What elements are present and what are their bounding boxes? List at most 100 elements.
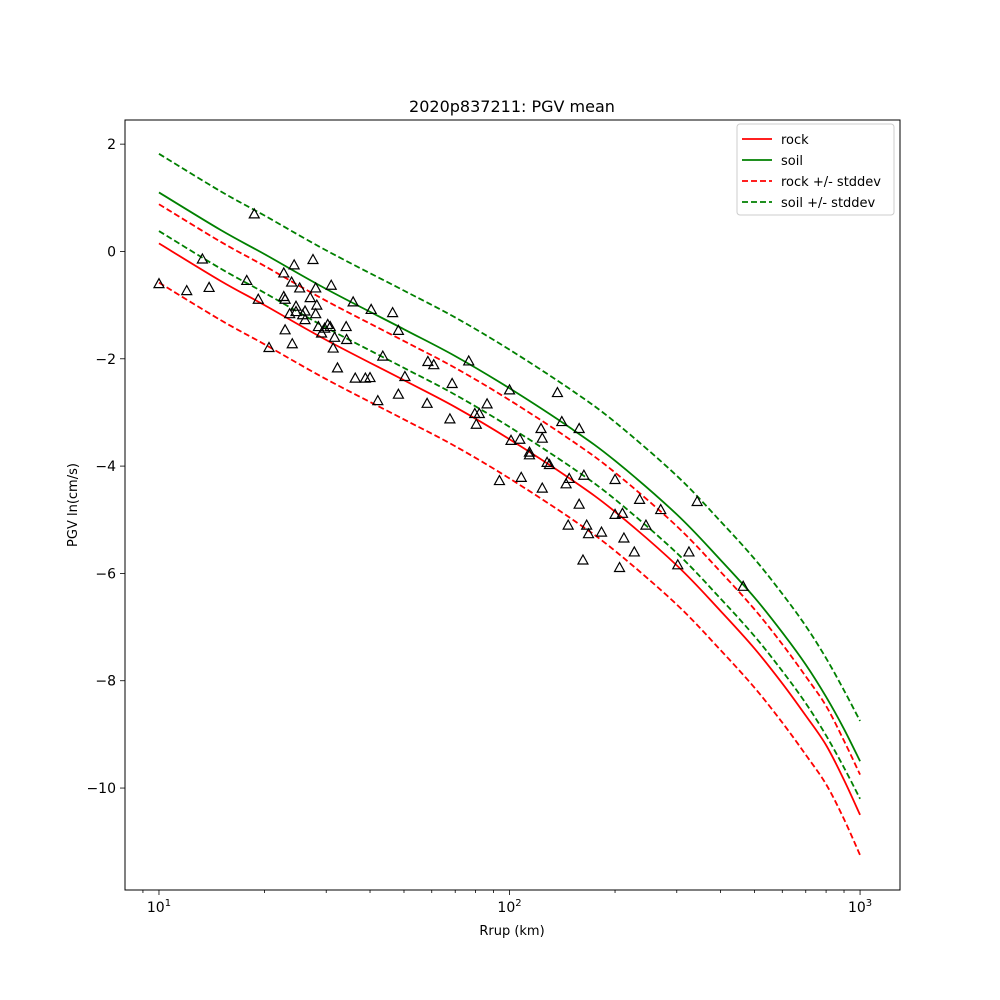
series-line-soil-stddev [158, 153, 861, 722]
observation-point [505, 434, 518, 445]
observation-point [421, 397, 434, 408]
observation-point [288, 258, 301, 270]
observation-point [309, 281, 322, 293]
observation-point [470, 418, 483, 429]
observation-point [613, 561, 626, 573]
y-tick-label: −2 [95, 352, 116, 368]
x-tick-label: 102 [497, 898, 521, 916]
series-line-rock [158, 242, 861, 816]
observation-point [654, 503, 667, 515]
observation-point [493, 474, 506, 486]
observation-point [310, 298, 323, 310]
series-lines [158, 153, 861, 856]
observation-point [503, 383, 516, 395]
y-tick-label: 0 [107, 244, 116, 260]
observation-point [312, 320, 325, 332]
observation-point [462, 354, 475, 366]
observation-point [299, 304, 312, 316]
observation-point [340, 320, 353, 332]
observation-point [691, 495, 704, 507]
observation-markers [152, 207, 750, 591]
observation-point [196, 252, 209, 264]
observation-point [671, 558, 684, 570]
observation-point [523, 448, 536, 460]
observation-point [328, 331, 341, 342]
observation-point [536, 431, 549, 443]
observation-point [279, 292, 292, 304]
y-tick-label: −6 [95, 566, 116, 582]
observation-point [286, 337, 299, 349]
observation-point [555, 415, 568, 427]
observation-point [560, 477, 573, 489]
observation-point [289, 305, 303, 317]
y-axis-title: PGV ln(cm/s) [66, 463, 81, 547]
observation-point [306, 253, 319, 265]
observation-point [446, 377, 459, 389]
observation-point [285, 275, 298, 287]
observation-point [371, 394, 384, 406]
chart-title: 2020p837211: PGV mean [409, 97, 615, 116]
observation-point [541, 456, 554, 467]
observation-point [609, 473, 622, 485]
observation-point [293, 281, 306, 293]
observation-point [324, 320, 337, 332]
observation-point [682, 545, 695, 557]
observation-point [279, 323, 292, 335]
legend-box [736, 123, 895, 216]
observation-point [577, 468, 590, 480]
observation-point [392, 324, 405, 335]
observation-point [562, 518, 575, 530]
observation-point [617, 531, 630, 543]
observation-point [180, 284, 193, 296]
x-axis-title: Rrup (km) [479, 924, 544, 939]
series-line-rock-stddev [158, 281, 861, 856]
observation-point [331, 361, 344, 373]
y-tick-label: 2 [107, 137, 116, 153]
observation-point [309, 307, 322, 319]
observation-point [628, 545, 641, 557]
observation-point [535, 422, 548, 434]
observation-point [609, 508, 622, 519]
observation-point [392, 387, 405, 399]
observation-point [248, 207, 261, 219]
observation-point [203, 281, 216, 293]
observation-point [277, 266, 290, 278]
observation-point [363, 371, 377, 383]
observation-point [262, 341, 276, 353]
observation-point [551, 386, 564, 398]
observation-point [252, 292, 265, 304]
x-tick-label: 101 [147, 898, 171, 916]
observation-point [325, 279, 338, 290]
plot-frame [124, 119, 901, 891]
observation-point [580, 518, 593, 530]
observation-point [543, 458, 556, 470]
observation-point [427, 358, 440, 370]
legend-label: soil [781, 154, 803, 169]
x-tick-label: 103 [848, 898, 872, 916]
observation-point [347, 295, 360, 307]
observation-point [595, 525, 608, 537]
observation-point [349, 371, 362, 383]
legend-label: soil +/- stddev [781, 196, 876, 211]
y-tick-label: −8 [95, 674, 116, 690]
observation-point [240, 274, 253, 286]
observation-point [473, 407, 486, 419]
legend: rock soil rock +/- stddev soil +/- stddev [736, 123, 895, 216]
observation-point [327, 341, 340, 353]
observation-point [340, 333, 353, 345]
observation-point [289, 299, 303, 311]
observation-point [536, 481, 549, 493]
observation-point [582, 527, 595, 539]
y-tick-label: −4 [95, 459, 116, 475]
observation-point [573, 422, 586, 434]
observation-point [633, 493, 646, 504]
observation-point [515, 471, 528, 482]
observation-point [523, 445, 536, 457]
observation-point [299, 313, 312, 325]
observation-point [152, 277, 165, 289]
observation-point [376, 349, 389, 361]
observation-point [443, 412, 456, 424]
observation-point [398, 370, 411, 382]
observation-point [386, 306, 399, 318]
